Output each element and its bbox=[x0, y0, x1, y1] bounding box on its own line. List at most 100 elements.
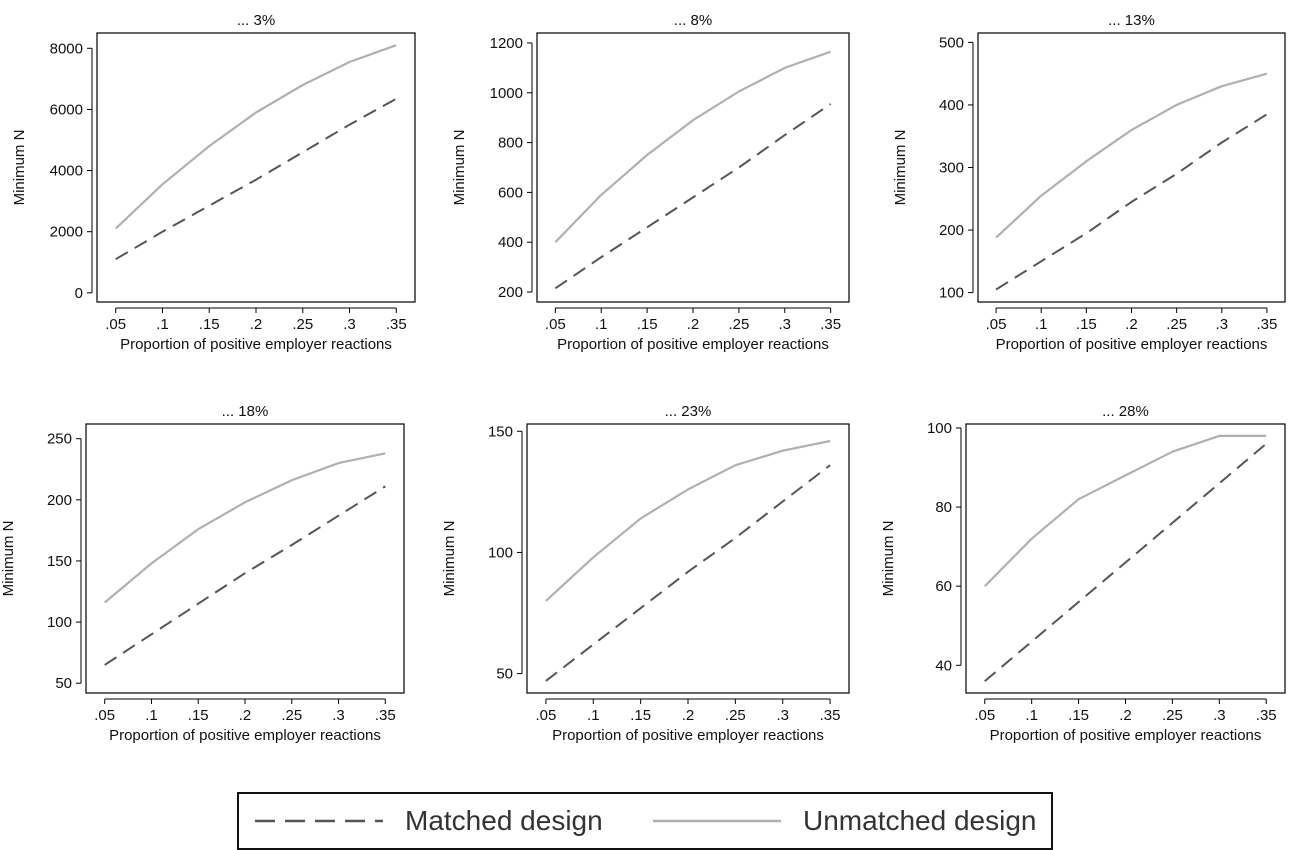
x-tick-label: .1 bbox=[145, 707, 158, 724]
x-tick-label: .05 bbox=[94, 707, 115, 724]
y-tick-label: 600 bbox=[498, 184, 523, 201]
y-axis-label: Minimum N bbox=[451, 130, 468, 206]
x-tick-label: .15 bbox=[1068, 707, 1089, 724]
plot-frame bbox=[965, 423, 1286, 694]
x-tick-label: .15 bbox=[188, 707, 209, 724]
x-tick-label: .3 bbox=[1216, 316, 1229, 333]
series-line-matched bbox=[984, 443, 1267, 682]
y-axis-label: Minimum N bbox=[880, 521, 897, 597]
chart-title: ... 23% bbox=[665, 403, 712, 420]
y-tick-label: 2000 bbox=[50, 224, 83, 241]
y-tick-label: 60 bbox=[935, 578, 952, 595]
x-tick-label: .3 bbox=[332, 707, 345, 724]
x-tick-label: .25 bbox=[281, 707, 302, 724]
x-tick-label: .15 bbox=[1076, 316, 1097, 333]
y-axis-label: Minimum N bbox=[0, 521, 17, 597]
plot-frame bbox=[536, 32, 850, 303]
y-tick-label: 400 bbox=[498, 234, 523, 251]
legend-swatch-matched bbox=[255, 819, 383, 823]
y-tick-label: 400 bbox=[939, 97, 964, 114]
x-tick-label: .25 bbox=[292, 316, 313, 333]
plot-frame bbox=[977, 32, 1286, 303]
chart-panel-4: ... 18% 50 100 150 200 250 .05 .1 .15 .2 .25 .3 .35 P… bbox=[0, 403, 405, 744]
series-line-unmatched bbox=[114, 44, 397, 230]
y-tick-label: 50 bbox=[496, 666, 513, 683]
chart-title: ... 28% bbox=[1102, 403, 1149, 420]
legend: Matched design Unmatched design bbox=[237, 792, 1053, 850]
chart-panel-5: ... 23% 50 100 150 .05 .1 .15 .2 .25 .3 .35 Proport… bbox=[441, 403, 850, 744]
chart-panel-2: ... 8% 200 400 600 800 1000 1200 .05 .1 .15 .2 .25.… bbox=[451, 12, 850, 353]
legend-label-unmatched: Unmatched design bbox=[803, 805, 1037, 836]
series-line-unmatched bbox=[554, 50, 831, 243]
y-tick-label: 6000 bbox=[50, 101, 83, 118]
x-tick-label: .35 bbox=[820, 316, 841, 333]
chart-panel-1: ... 3% 0 2000 4000 6000 8000 .05 .1 .15 .2 .25 .3 .3… bbox=[11, 12, 416, 353]
x-tick-label: .1 bbox=[1035, 316, 1048, 333]
y-tick-label: 200 bbox=[47, 492, 72, 509]
x-tick-label: .2 bbox=[250, 316, 263, 333]
x-tick-label: .3 bbox=[343, 316, 356, 333]
x-tick-label: .25 bbox=[725, 707, 746, 724]
chart-title: ... 13% bbox=[1108, 12, 1155, 29]
y-tick-label: 40 bbox=[935, 657, 952, 674]
series-line-unmatched bbox=[545, 439, 831, 602]
x-tick-label: .2 bbox=[239, 707, 252, 724]
x-tick-label: .1 bbox=[587, 707, 600, 724]
x-tick-label: .2 bbox=[1125, 316, 1138, 333]
x-tick-label: .05 bbox=[986, 316, 1007, 333]
y-tick-label: 4000 bbox=[50, 163, 83, 180]
x-tick-label: .3 bbox=[776, 707, 789, 724]
y-tick-label: 100 bbox=[927, 420, 952, 437]
series-line-matched bbox=[554, 103, 832, 290]
x-tick-label: .35 bbox=[1256, 707, 1277, 724]
x-axis-label: Proportion of positive employer reaction… bbox=[120, 336, 392, 353]
y-tick-label: 200 bbox=[939, 222, 964, 239]
plot-frame bbox=[526, 423, 850, 694]
x-tick-label: .15 bbox=[199, 316, 220, 333]
y-tick-label: 1200 bbox=[490, 35, 523, 52]
x-tick-label: .25 bbox=[1162, 707, 1183, 724]
x-tick-label: .35 bbox=[375, 707, 396, 724]
x-axis-label: Proportion of positive employer reaction… bbox=[996, 336, 1268, 353]
x-tick-label: .3 bbox=[1213, 707, 1226, 724]
series-line-matched bbox=[545, 464, 831, 682]
chart-title: ... 8% bbox=[674, 12, 712, 29]
x-tick-label: .1 bbox=[156, 316, 169, 333]
x-tick-label: .1 bbox=[1025, 707, 1038, 724]
y-tick-label: 150 bbox=[488, 423, 513, 440]
series-line-matched bbox=[104, 485, 386, 666]
y-tick-label: 500 bbox=[939, 34, 964, 51]
x-tick-label: .2 bbox=[1119, 707, 1132, 724]
x-tick-label: .05 bbox=[105, 316, 126, 333]
chart-title: ... 18% bbox=[222, 403, 269, 420]
x-tick-label: .2 bbox=[682, 707, 695, 724]
y-axis-label: Minimum N bbox=[11, 130, 28, 206]
x-tick-label: .25 bbox=[1166, 316, 1187, 333]
y-tick-label: 200 bbox=[498, 284, 523, 301]
y-tick-label: 300 bbox=[939, 160, 964, 177]
series-line-unmatched bbox=[995, 72, 1268, 239]
chart-panel-6: ... 28% 40 60 80 100 .05 .1 .15 .2 .25 .3 .35 Propor… bbox=[880, 403, 1286, 744]
x-tick-label: .2 bbox=[687, 316, 700, 333]
x-tick-label: .05 bbox=[974, 707, 995, 724]
y-tick-label: 50 bbox=[55, 675, 72, 692]
y-tick-label: 150 bbox=[47, 553, 72, 570]
x-axis-label: Proportion of positive employer reaction… bbox=[109, 727, 381, 744]
x-tick-label: .05 bbox=[536, 707, 557, 724]
plot-frame bbox=[96, 32, 416, 303]
x-tick-label: .05 bbox=[545, 316, 566, 333]
legend-item-matched: Matched design bbox=[253, 794, 603, 848]
plot-frame bbox=[85, 423, 405, 694]
x-axis-label: Proportion of positive employer reaction… bbox=[990, 727, 1262, 744]
y-tick-label: 800 bbox=[498, 135, 523, 152]
x-tick-label: .35 bbox=[1257, 316, 1278, 333]
series-line-unmatched bbox=[984, 434, 1267, 587]
x-tick-label: .3 bbox=[779, 316, 792, 333]
series-line-matched bbox=[115, 97, 397, 261]
x-tick-label: .1 bbox=[595, 316, 608, 333]
y-tick-label: 100 bbox=[47, 614, 72, 631]
x-tick-label: .35 bbox=[820, 707, 841, 724]
y-tick-label: 250 bbox=[47, 431, 72, 448]
x-tick-label: .35 bbox=[386, 316, 407, 333]
